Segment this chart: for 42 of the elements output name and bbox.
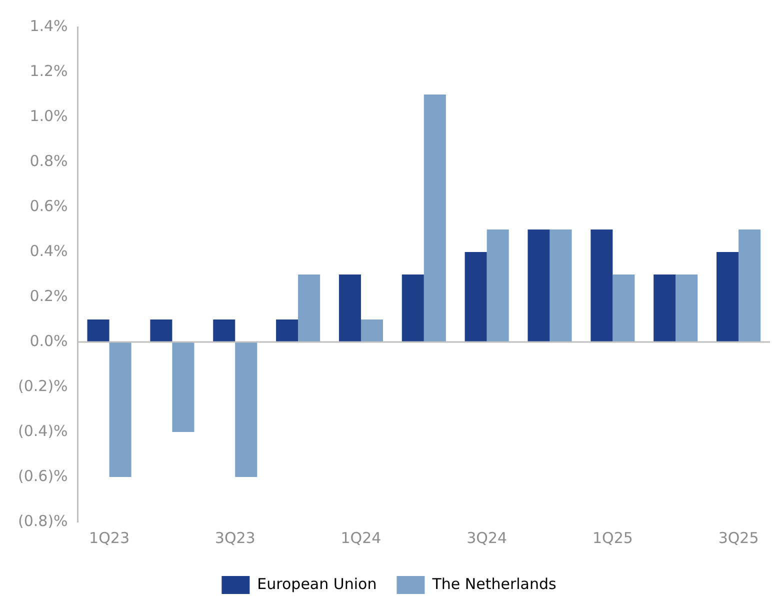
bar [676, 274, 698, 342]
bar [235, 342, 258, 477]
bar [338, 274, 361, 342]
y-tick-label: (0.4)% [18, 422, 68, 440]
bar [550, 230, 572, 342]
y-tick-label: (0.2)% [18, 376, 68, 395]
x-tick-label: 3Q24 [466, 528, 508, 547]
x-tick-label: 1Q25 [592, 528, 633, 547]
bar [738, 230, 761, 342]
y-tick-label: 1.4% [30, 16, 68, 35]
bar [298, 274, 320, 342]
bar [360, 320, 384, 342]
x-tick-label: 1Q23 [89, 528, 130, 547]
y-tick-label: 1.2% [30, 62, 68, 80]
legend-label: European Union [257, 574, 377, 593]
y-tick-label: 0.6% [30, 196, 68, 215]
y-tick-label: (0.8)% [18, 512, 68, 530]
x-tick-label: 3Q25 [718, 528, 759, 547]
x-tick-label: 3Q23 [214, 528, 256, 547]
y-tick-label: 1.0% [30, 106, 68, 125]
bar [528, 230, 550, 342]
bar [590, 230, 613, 342]
bar [276, 320, 298, 342]
bar [213, 320, 236, 342]
y-tick-label: (0.6)% [18, 466, 68, 485]
legend-label: The Netherlands [431, 574, 557, 593]
bar [150, 320, 172, 342]
bar [612, 274, 635, 342]
y-tick-label: 0.0% [30, 332, 68, 350]
y-tick-label: 0.8% [30, 152, 68, 170]
bar [486, 230, 509, 342]
bar [109, 342, 132, 477]
y-tick-label: 0.2% [30, 286, 68, 305]
bar [464, 252, 487, 342]
x-tick-label: 1Q24 [340, 528, 382, 547]
bar [716, 252, 739, 342]
bar [424, 94, 446, 342]
bar [87, 320, 110, 342]
bar [402, 274, 424, 342]
y-tick-label: 0.4% [30, 242, 68, 260]
bar [654, 274, 676, 342]
bar [172, 342, 194, 432]
